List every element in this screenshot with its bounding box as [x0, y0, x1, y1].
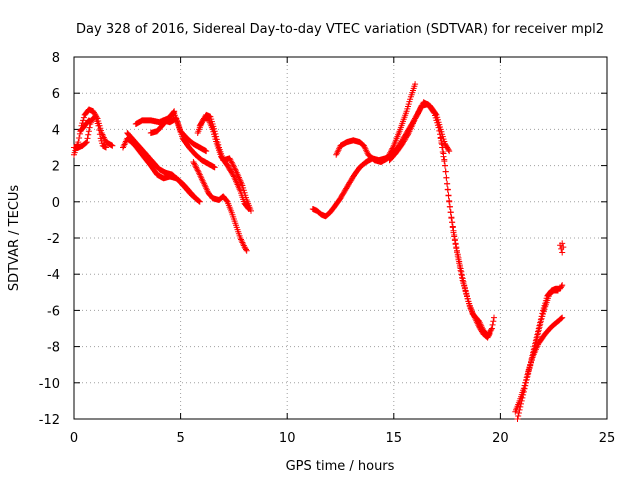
series-track-18	[525, 287, 561, 377]
series-track-2	[71, 113, 109, 151]
y-tick-label: 8	[52, 51, 60, 66]
y-axis-ticks: 8 6 4 2 0 -2 -4 -6 -8 -10 -12	[39, 51, 607, 428]
x-tick-label: 0	[70, 431, 78, 446]
marker-path-track-10	[196, 115, 252, 212]
y-tick-label: 4	[52, 123, 60, 138]
x-tick-label: 25	[599, 431, 616, 446]
series-track-17	[514, 282, 566, 422]
series-track-8	[147, 108, 178, 136]
y-tick-label: -12	[39, 413, 60, 428]
x-tick-label: 5	[176, 431, 184, 446]
series-track-15	[437, 135, 493, 341]
y-tick-label: -10	[39, 377, 60, 392]
marker-path-track-19	[557, 240, 567, 256]
marker-path-track-13	[333, 81, 419, 165]
x-tick-label: 10	[279, 431, 296, 446]
marker-path-track-3	[77, 117, 95, 135]
series-track-19	[557, 240, 567, 256]
chart-title: Day 328 of 2016, Sidereal Day-to-day VTE…	[76, 22, 604, 37]
series-track-5	[124, 130, 201, 203]
y-tick-label: -8	[47, 341, 60, 356]
marker-path-track-8	[147, 108, 178, 136]
data-points	[71, 81, 567, 422]
x-tick-label: 20	[492, 431, 509, 446]
marker-path-track-15	[437, 135, 493, 341]
x-tick-label: 15	[386, 431, 403, 446]
marker-path-track-18	[525, 287, 561, 377]
marker-path-track-17	[514, 282, 566, 422]
plot-frame	[73, 56, 608, 420]
series-track-3	[77, 117, 95, 135]
y-tick-label: 0	[52, 196, 60, 211]
series-track-11	[190, 159, 250, 254]
series-track-13	[333, 81, 419, 165]
x-axis-ticks: 0 5 10 15 20 25	[70, 57, 615, 446]
plot-border	[73, 56, 608, 420]
marker-path-track-2	[71, 113, 109, 151]
y-tick-label: 2	[52, 160, 60, 175]
y-tick-label: -6	[47, 304, 60, 319]
y-tick-label: -4	[47, 268, 60, 283]
y-tick-label: -2	[47, 232, 60, 247]
y-axis-label: SDTVAR / TECUs	[7, 185, 22, 292]
series-track-10	[196, 115, 252, 212]
marker-path-track-11	[190, 159, 250, 254]
y-tick-label: 6	[52, 87, 60, 102]
grid-lines	[74, 57, 607, 419]
marker-path-track-5	[124, 130, 201, 203]
x-axis-label: GPS time / hours	[286, 459, 395, 474]
